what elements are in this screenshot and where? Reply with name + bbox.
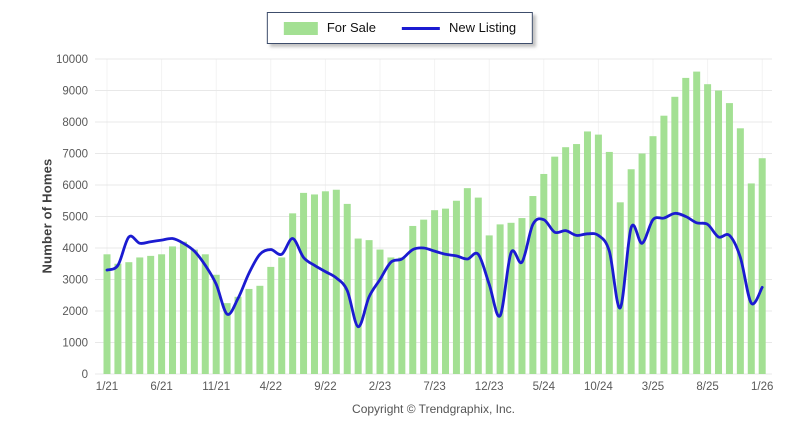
for-sale-bar	[321, 191, 329, 374]
for-sale-bar	[573, 144, 581, 374]
x-tick-label: 7/23	[423, 381, 445, 393]
for-sale-bar	[736, 128, 744, 374]
for-sale-bar	[583, 131, 591, 374]
for-sale-bar	[529, 196, 537, 374]
y-tick-label: 9000	[62, 86, 88, 98]
y-tick-label: 8000	[62, 117, 88, 129]
x-tick-label: 5/24	[533, 381, 556, 393]
for-sale-bar	[551, 156, 559, 374]
for-sale-bar	[332, 189, 340, 374]
for-sale-bar	[682, 77, 690, 375]
for-sale-bar	[627, 169, 635, 374]
x-tick-label: 1/21	[96, 381, 118, 393]
for-sale-bar	[747, 183, 755, 374]
for-sale-bar	[496, 224, 504, 374]
for-sale-bar	[289, 213, 297, 374]
for-sale-bar	[376, 249, 384, 374]
for-sale-bar	[278, 257, 286, 374]
for-sale-bar	[605, 151, 613, 374]
for-sale-bar	[485, 235, 493, 374]
x-tick-label: 12/23	[475, 381, 504, 393]
for-sale-bar	[223, 303, 231, 374]
legend-label-new-listing: New Listing	[448, 20, 517, 35]
for-sale-bar	[725, 103, 733, 374]
x-tick-label: 1/26	[751, 381, 773, 393]
x-tick-labels: 1/21 6/21 11/21 4/22 9/22 2/23 7/23 12/23 5/24 10…	[96, 381, 774, 393]
for-sale-bar	[715, 90, 723, 374]
y-tick-label: 5000	[62, 212, 88, 224]
for-sale-bar	[562, 147, 570, 374]
for-sale-bar	[169, 246, 177, 374]
for-sale-bar	[136, 257, 144, 374]
for-sale-bar	[594, 134, 602, 374]
for-sale-bar	[671, 96, 679, 375]
for-sale-bar	[660, 115, 668, 374]
for-sale-bar	[158, 254, 166, 374]
for-sale-bars	[103, 71, 766, 375]
legend-label-for-sale: For Sale	[326, 20, 376, 35]
x-tick-label: 9/22	[314, 381, 336, 393]
y-tick-label: 2000	[62, 306, 88, 318]
for-sale-bar	[616, 202, 624, 374]
y-tick-label: 1000	[62, 338, 88, 350]
for-sale-bar	[234, 296, 242, 374]
for-sale-bar	[507, 222, 515, 374]
for-sale-bar	[190, 249, 198, 374]
for-sale-bar	[398, 257, 406, 374]
for-sale-bar	[704, 84, 712, 374]
for-sale-bar	[201, 254, 209, 374]
for-sale-bar	[463, 188, 471, 374]
for-sale-bar	[267, 266, 275, 374]
for-sale-bar	[518, 218, 526, 374]
x-tick-label: 2/23	[369, 381, 391, 393]
for-sale-bar	[310, 194, 318, 374]
for-sale-bar	[649, 136, 657, 374]
for-sale-bar	[125, 262, 133, 374]
y-tick-label: 10000	[56, 54, 88, 66]
for-sale-bar	[212, 274, 220, 374]
x-tick-label: 10/24	[584, 381, 613, 393]
for-sale-swatch-icon	[283, 21, 318, 35]
for-sale-bar	[245, 288, 253, 374]
for-sale-bar	[638, 153, 646, 374]
for-sale-bar	[354, 238, 362, 374]
for-sale-bar	[452, 200, 460, 374]
for-sale-bar	[540, 173, 548, 374]
y-tick-label: 3000	[62, 275, 88, 287]
for-sale-bar	[420, 219, 428, 374]
for-sale-bar	[365, 240, 373, 374]
legend: For Sale New Listing	[266, 12, 534, 44]
for-sale-bar	[758, 158, 766, 374]
y-axis-title: Number of Homes	[39, 158, 55, 274]
x-tick-label: 11/21	[202, 381, 230, 393]
for-sale-bar	[147, 255, 155, 374]
y-tick-label: 4000	[62, 243, 88, 255]
x-tick-label: 8/25	[696, 381, 718, 393]
for-sale-bar	[442, 208, 450, 374]
x-tick-label: 6/21	[150, 381, 172, 393]
copyright-text: Copyright © Trendgraphix, Inc.	[352, 402, 515, 416]
for-sale-bar	[300, 192, 308, 374]
for-sale-bar	[179, 241, 187, 374]
for-sale-bar	[409, 225, 417, 374]
new-listing-line-icon	[401, 26, 440, 30]
new-listing-line	[105, 211, 764, 329]
for-sale-bar	[114, 263, 122, 374]
y-tick-label: 7000	[62, 149, 88, 161]
for-sale-bar	[103, 254, 111, 374]
y-tick-labels: 0 1000 2000 3000 4000 5000 6000 7000 8000 9000 100…	[56, 54, 88, 381]
y-tick-label: 0	[82, 369, 88, 381]
for-sale-bar	[387, 257, 395, 374]
for-sale-bar	[256, 285, 264, 374]
x-tick-label: 4/22	[260, 381, 282, 393]
for-sale-bar	[474, 197, 482, 374]
y-tick-label: 6000	[62, 180, 88, 192]
x-tick-label: 3/25	[642, 381, 664, 393]
for-sale-bar	[431, 210, 439, 374]
